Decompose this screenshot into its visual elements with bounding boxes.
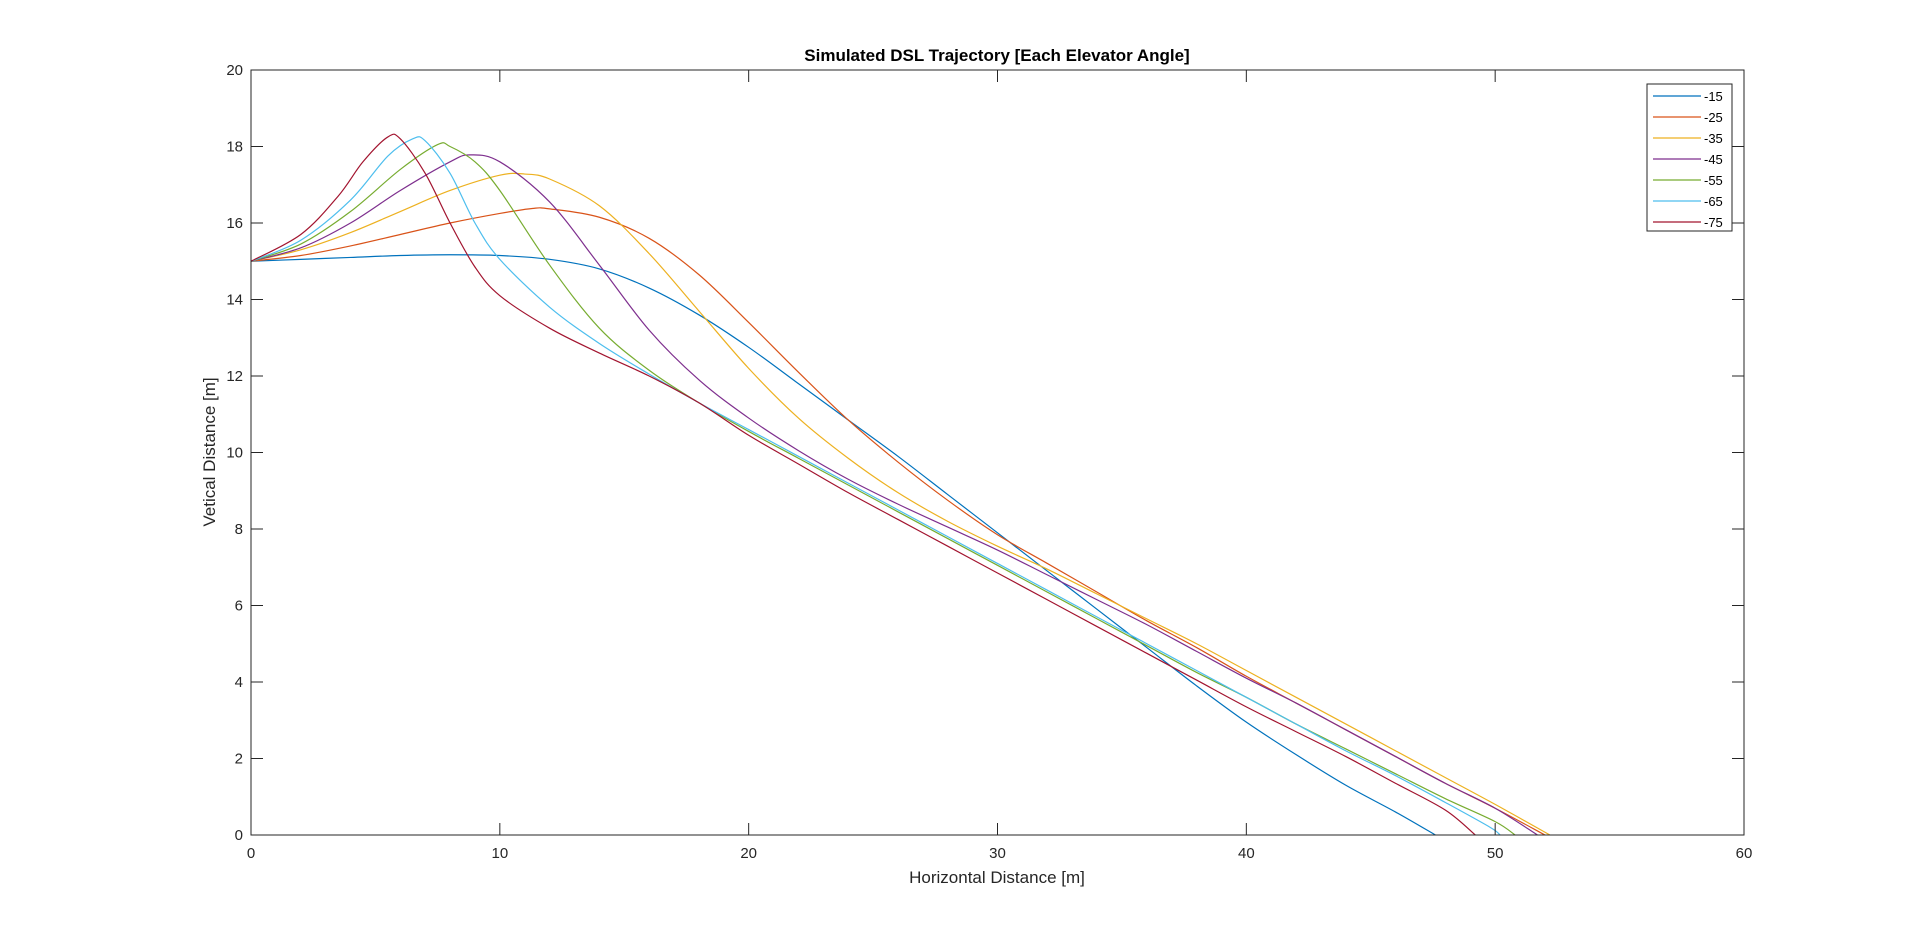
y-tick-label: 12 bbox=[226, 368, 243, 385]
legend-label: -15 bbox=[1704, 89, 1723, 104]
legend-box bbox=[1646, 83, 1733, 232]
legend-label: -55 bbox=[1704, 173, 1723, 188]
y-tick-label: 2 bbox=[235, 751, 243, 768]
y-tick-label: 20 bbox=[226, 62, 243, 79]
x-tick-label: 30 bbox=[989, 845, 1006, 862]
y-tick-label: 4 bbox=[235, 674, 243, 691]
plot-border bbox=[250, 69, 1745, 836]
legend-label: -65 bbox=[1704, 194, 1723, 209]
x-tick-label: 10 bbox=[491, 845, 508, 862]
chart-title: Simulated DSL Trajectory [Each Elevator … bbox=[804, 46, 1189, 65]
x-tick-label: 40 bbox=[1238, 845, 1255, 862]
legend-label: -35 bbox=[1704, 131, 1723, 146]
legend: -15 -25 -35 -45 -55 -65 -75 bbox=[1646, 83, 1733, 232]
x-tick-label: 0 bbox=[247, 845, 255, 862]
x-tick-label: 50 bbox=[1487, 845, 1504, 862]
legend-label: -25 bbox=[1704, 110, 1723, 125]
x-tick-label: 60 bbox=[1736, 845, 1753, 862]
series-line-minus-35 bbox=[250, 172, 1551, 836]
y-axis-label: Vetical Distance [m] bbox=[200, 377, 219, 526]
y-tick-label: 8 bbox=[235, 521, 243, 538]
x-tick-label: 20 bbox=[740, 845, 757, 862]
series-line-minus-45 bbox=[250, 154, 1538, 836]
x-axis-label: Horizontal Distance [m] bbox=[909, 868, 1085, 887]
y-axis-ticks: 0 2 4 6 8 10 12 14 16 18 20 bbox=[226, 62, 1744, 844]
y-tick-label: 14 bbox=[226, 292, 243, 309]
y-tick-label: 6 bbox=[235, 598, 243, 615]
series-line-minus-75 bbox=[250, 133, 1476, 836]
x-axis-ticks: 0 10 20 30 40 50 60 bbox=[247, 70, 1753, 862]
legend-label: -45 bbox=[1704, 152, 1723, 167]
legend-label: -75 bbox=[1704, 215, 1723, 230]
plot-area bbox=[251, 70, 1744, 835]
y-tick-label: 10 bbox=[226, 445, 243, 462]
y-tick-label: 16 bbox=[226, 215, 243, 232]
y-tick-label: 18 bbox=[226, 139, 243, 156]
legend-items: -15 -25 -35 -45 -55 -65 -75 bbox=[1653, 89, 1723, 230]
axes: 0 10 20 30 40 50 60 0 2 4 6 8 10 12 14 16 18 20 bbox=[226, 62, 1752, 862]
series-group bbox=[250, 133, 1551, 836]
series-line-minus-65 bbox=[250, 136, 1501, 836]
y-tick-label: 0 bbox=[235, 827, 243, 844]
